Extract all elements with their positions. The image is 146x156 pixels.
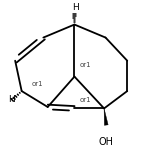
Text: H: H	[8, 95, 14, 104]
Text: OH: OH	[99, 137, 114, 147]
Polygon shape	[104, 108, 108, 125]
Text: or1: or1	[32, 81, 43, 87]
Text: or1: or1	[80, 62, 91, 68]
Text: H: H	[73, 2, 79, 12]
Text: or1: or1	[80, 97, 91, 103]
